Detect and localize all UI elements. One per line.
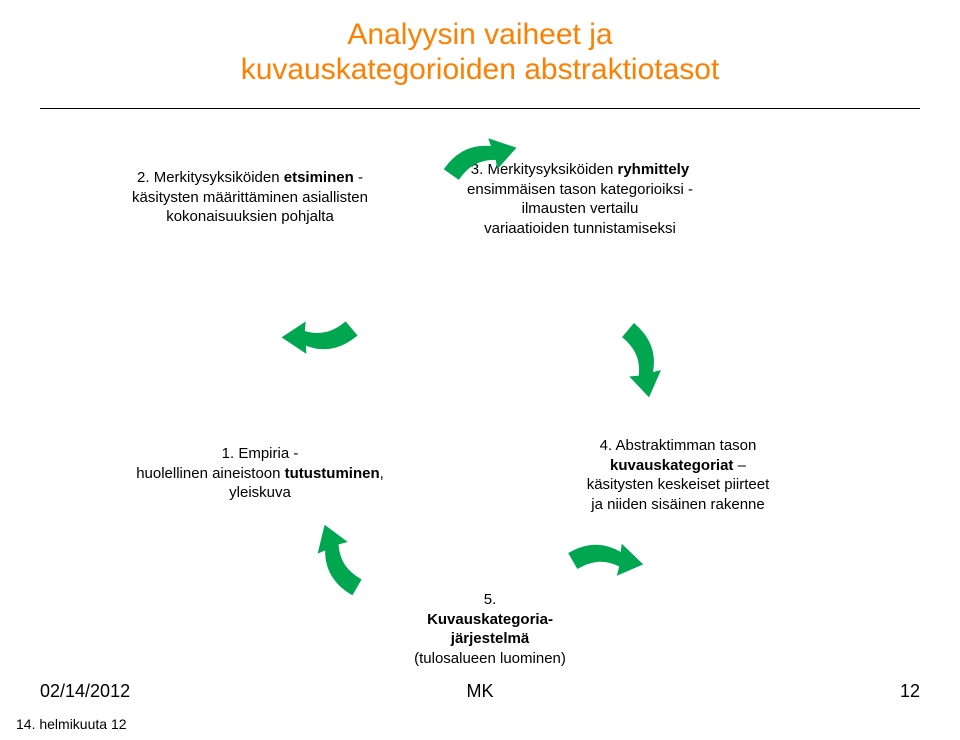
footer-page-number: 12 [900, 681, 920, 702]
step-5-text: 5.Kuvauskategoria-järjestelmä(tulosaluee… [390, 590, 590, 668]
footer-date-long: 14. helmikuuta 12 [16, 716, 127, 732]
title-line-2: kuvauskategorioiden abstraktiotasot [0, 53, 960, 88]
step-1-text: 1. Empiria -huolellinen aineistoon tutus… [110, 444, 410, 503]
cycle-arrow-right [584, 304, 697, 417]
cycle-arrow-left [264, 279, 377, 392]
step-2-text: 2. Merkitysyksiköiden etsiminen -käsitys… [100, 168, 400, 227]
title-line-1: Analyysin vaiheet ja [0, 18, 960, 53]
step-4-text: 4. Abstraktimman tasonkuvauskategoriat –… [548, 436, 808, 514]
title-underline [40, 108, 920, 109]
footer-author: MK [0, 681, 960, 702]
page-title: Analyysin vaiheet ja kuvauskategorioiden… [0, 18, 960, 87]
cycle-arrow-bottom-left [285, 505, 394, 614]
